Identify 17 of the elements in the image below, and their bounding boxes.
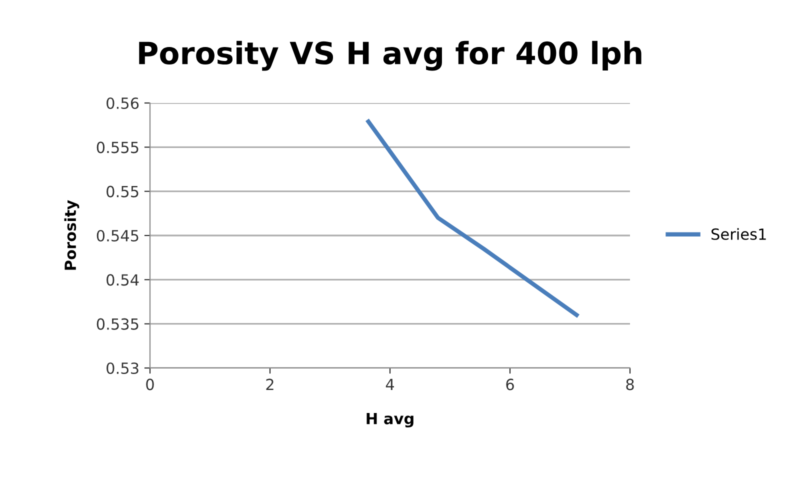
y-axis-title: Porosity (64, 200, 80, 270)
x-axis-title: H avg (366, 413, 414, 428)
x-tick-label: 8 (626, 378, 634, 390)
y-tick-label: 0.56 (106, 97, 139, 110)
y-tick-label: 0.54 (106, 274, 139, 286)
y-tick-label: 0.555 (96, 142, 138, 154)
y-tick-label: 0.535 (96, 318, 138, 330)
y-tick-label: 0.55 (106, 186, 138, 198)
legend-label: Series1 (712, 228, 766, 240)
y-tick-label: 0.545 (96, 230, 138, 242)
chart-title: Porosity VS H avg for 400 lph (139, 40, 642, 71)
line-series (366, 119, 579, 318)
x-tick-label: 2 (266, 378, 274, 390)
x-tick-label: 4 (386, 378, 394, 390)
y-tick-label: 0.53 (106, 362, 138, 374)
x-tick-label: 6 (506, 378, 514, 390)
x-tick-label: 0 (146, 378, 154, 390)
